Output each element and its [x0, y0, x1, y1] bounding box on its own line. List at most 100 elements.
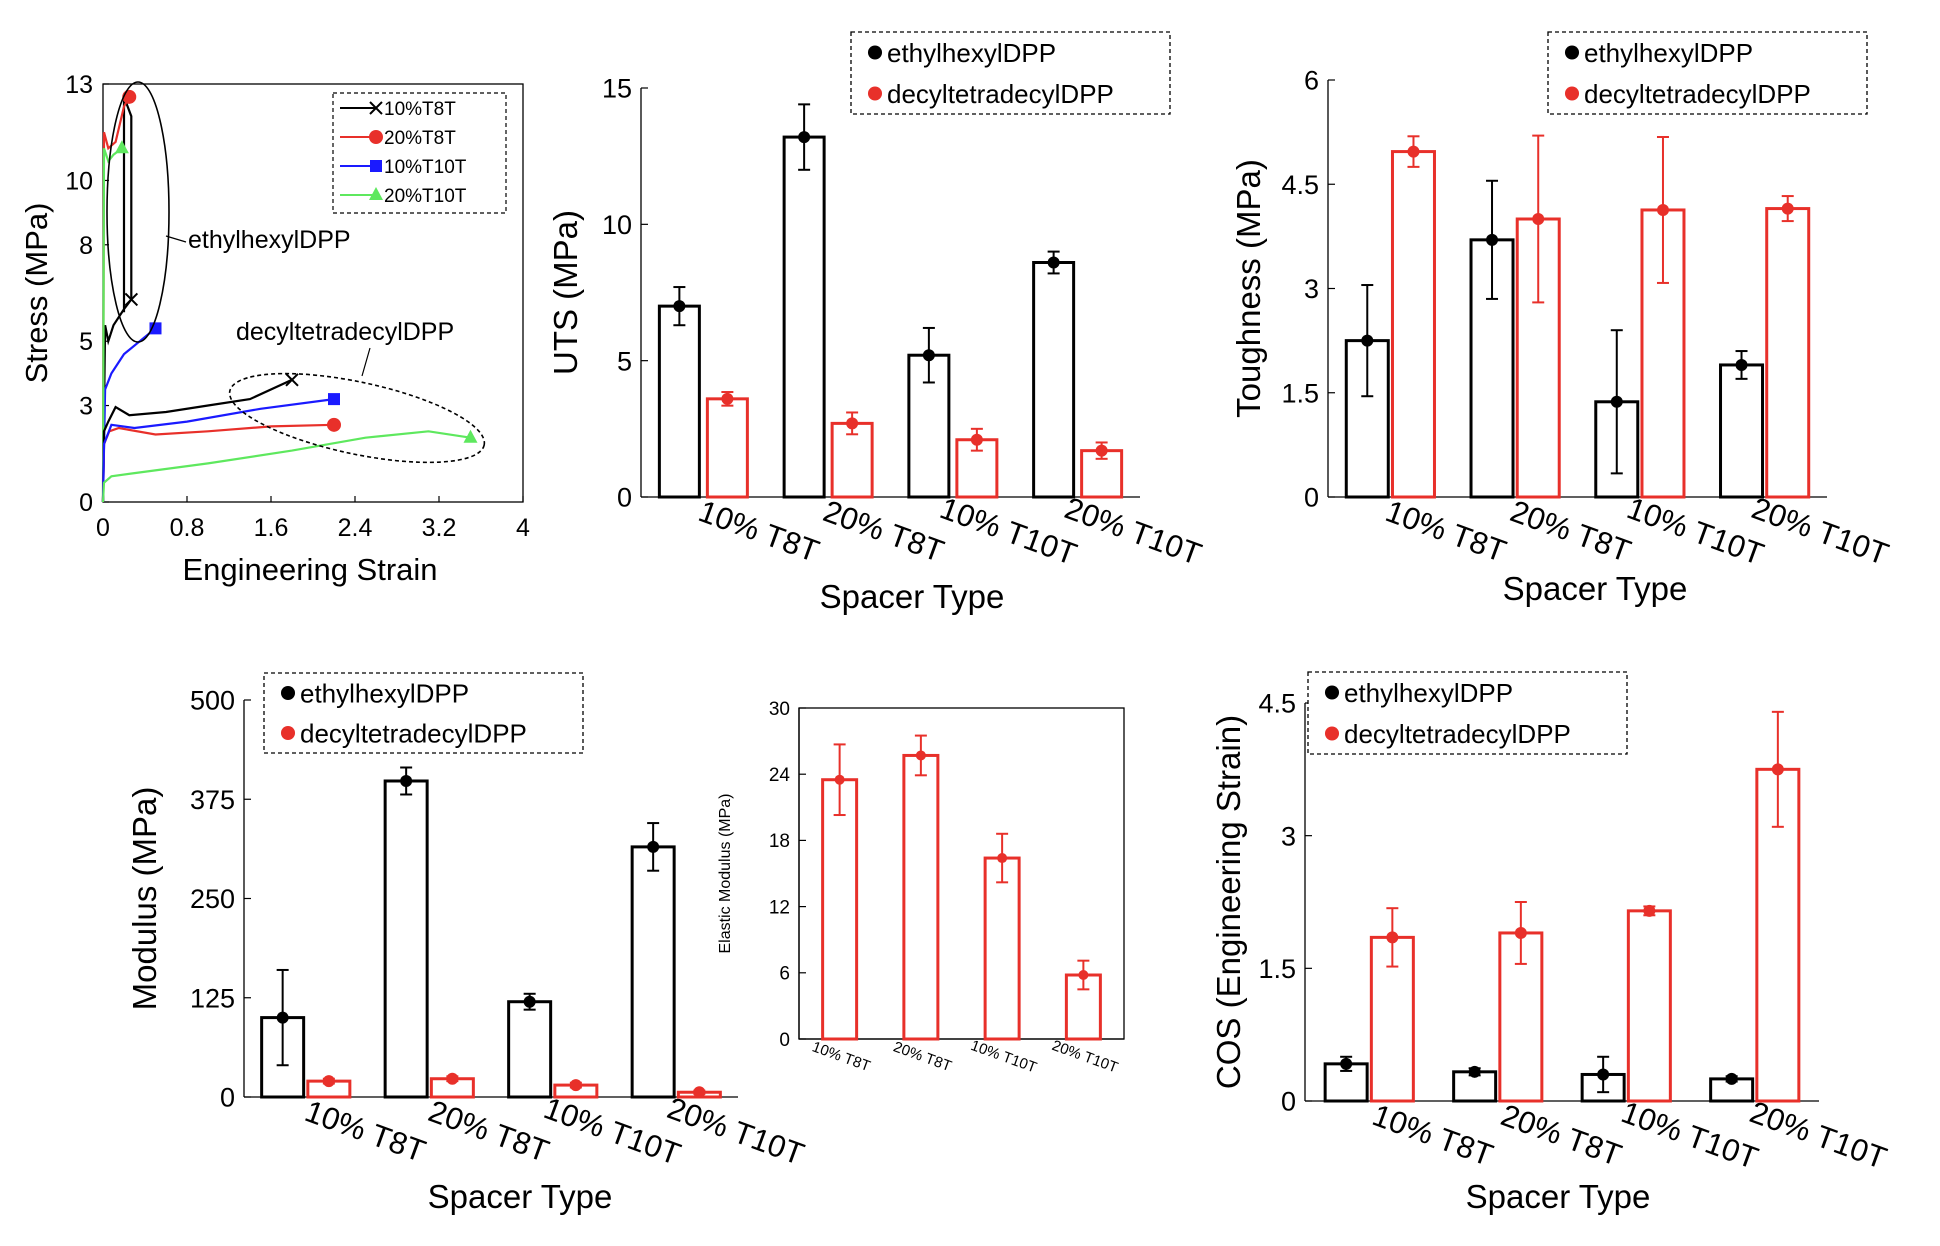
decyl-mean-point: [1781, 202, 1794, 215]
decyl-mean-point: [721, 392, 734, 405]
x-category-label: 10% T8T: [1368, 1097, 1498, 1173]
decyl-mean-point: [1656, 203, 1669, 216]
legend-label: 20%T10T: [384, 186, 467, 207]
x-category-label: 20% T10T: [1060, 490, 1206, 572]
ethyl-bar: [782, 135, 826, 499]
triangle-marker: [114, 140, 129, 154]
decyl-mean-point: [1407, 145, 1420, 158]
ethyl-mean-point: [1340, 1057, 1353, 1070]
y-tick-label: 0: [79, 489, 93, 517]
x-category-label: 20% T8T: [424, 1093, 554, 1169]
ethyl-mean-point: [647, 840, 660, 853]
x-category-label: 20% T10T: [1745, 1094, 1891, 1176]
x-category-label: 20% T10T: [1747, 490, 1893, 572]
y-tick-label: 125: [190, 983, 235, 1013]
cross-marker: [369, 101, 383, 115]
y-tick-label: 13: [65, 71, 93, 99]
x-category-label: 10% T8T: [694, 493, 824, 569]
y-tick-label: 3: [79, 393, 93, 421]
y-tick-label: 0: [220, 1083, 235, 1113]
x-category-label: 10% T10T: [1617, 1094, 1763, 1176]
triangle-marker: [369, 187, 383, 200]
legend-marker: [280, 725, 296, 741]
curve-20-t10t-decyl: [101, 430, 471, 503]
uts-legend: ethylhexylDPP decyltetradecylDPP: [850, 31, 1171, 115]
y-axis-title: UTS (MPa): [547, 210, 584, 375]
y-tick-label: 1.5: [1281, 378, 1319, 408]
ethyl-bar: [1719, 363, 1765, 499]
legend-marker: [1324, 726, 1340, 741]
x-axis-title: Spacer Type: [820, 578, 1005, 615]
ethyl-mean-point: [798, 131, 811, 144]
y-tick-label: 0: [1281, 1087, 1296, 1117]
curve-10-t10t-decyl: [101, 398, 335, 503]
ethyl-mean-point: [1735, 358, 1748, 371]
ethyl-mean-point: [673, 300, 686, 313]
ethyl-mean-point: [1047, 256, 1060, 269]
legend-marker: [867, 86, 883, 101]
legend-marker: [1564, 86, 1580, 101]
y-tick-label: 3: [1304, 274, 1319, 304]
y-tick-label: 15: [602, 74, 632, 104]
x-axis-title: Engineering Strain: [182, 552, 437, 587]
toughness-legend: ethylhexylDPP decyltetradecylDPP: [1547, 31, 1868, 115]
y-tick-label: 4.5: [1258, 689, 1296, 719]
legend-marker: [1324, 685, 1340, 700]
ethyl-bar: [507, 1000, 553, 1099]
ethyl-mean-point: [922, 349, 935, 362]
legend-marker: [1564, 45, 1580, 60]
x-axis-title: Spacer Type: [1466, 1178, 1651, 1215]
ethyl-bar: [383, 779, 429, 1099]
y-tick-label: 5: [617, 346, 632, 376]
decyl-mean-point: [1078, 970, 1089, 981]
decyl-bar: [821, 778, 859, 1041]
y-tick-label: 6: [1304, 66, 1319, 96]
decyl-annotation-pointer: [361, 347, 371, 377]
y-axis-title: Stress (MPa): [19, 203, 54, 384]
decyl-mean-point: [1532, 213, 1545, 225]
x-tick-label: 0.8: [170, 514, 205, 542]
x-category-label: 10% T8T: [810, 1038, 873, 1075]
decyl-mean-point: [915, 750, 926, 761]
x-category-label: 20% T8T: [1497, 1097, 1627, 1173]
y-tick-label: 375: [190, 785, 235, 815]
decyl-mean-point: [1643, 904, 1656, 917]
legend-label: ethylhexylDPP: [887, 38, 1056, 68]
y-tick-label: 8: [79, 232, 93, 260]
y-axis-title: Modulus (MPa): [126, 787, 163, 1011]
decyl-bar: [1626, 909, 1672, 1103]
legend-label: 20%T8T: [384, 128, 456, 149]
legend-frame: [1307, 671, 1628, 755]
x-category-label: 10% T8T: [301, 1093, 431, 1169]
decyl-bar: [705, 397, 749, 499]
y-tick-label: 500: [190, 686, 235, 716]
y-tick-label: 0: [617, 483, 632, 513]
y-tick-label: 4.5: [1281, 170, 1319, 200]
y-tick-label: 18: [769, 831, 790, 852]
decyl-mean-point: [569, 1079, 582, 1092]
legend-frame: [263, 672, 584, 754]
x-tick-label: 2.4: [338, 514, 373, 542]
decyl-mean-point: [1386, 931, 1399, 944]
legend-label: 10%T8T: [384, 99, 456, 120]
legend-label: 10%T10T: [384, 157, 467, 178]
decyl-mean-point: [997, 853, 1008, 864]
decyl-bar: [1390, 150, 1436, 499]
square-marker: [370, 160, 382, 172]
decyl-mean-point: [693, 1086, 706, 1099]
curve-10-t8t-decyl: [101, 378, 293, 503]
decyl-mean-point: [834, 774, 845, 785]
y-tick-label: 3: [1281, 821, 1296, 851]
ethyl-group-ellipse: [106, 81, 170, 343]
legend-label: decyltetradecylDPP: [1584, 79, 1811, 109]
ethyl-bar: [1032, 261, 1076, 499]
cross-marker: [285, 373, 299, 387]
x-axis-title: Spacer Type: [428, 1178, 613, 1215]
x-category-label: 10% T10T: [936, 490, 1082, 572]
curve-10-t10t: [101, 327, 157, 503]
y-tick-label: 250: [190, 884, 235, 914]
modulus-legend: ethylhexylDPP decyltetradecylDPP: [263, 672, 584, 754]
x-category-label: 10% T10T: [539, 1090, 685, 1172]
